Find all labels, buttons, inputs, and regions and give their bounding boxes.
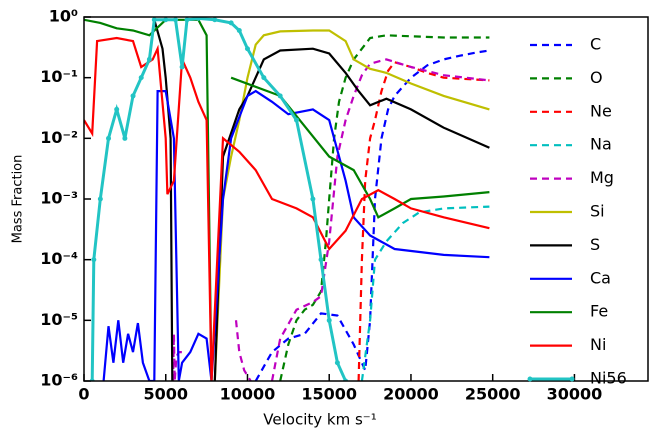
x-tick-label: 5000 bbox=[143, 385, 188, 404]
legend-label: S bbox=[590, 235, 600, 254]
x-tick-label: 20000 bbox=[383, 385, 439, 404]
point-marker bbox=[163, 17, 169, 23]
legend-label: Mg bbox=[590, 168, 614, 187]
legend-label: Ca bbox=[590, 268, 611, 287]
legend-label: Ne bbox=[590, 101, 612, 120]
series-line bbox=[270, 58, 490, 381]
point-marker bbox=[212, 17, 218, 23]
y-tick-label: 10⁻⁶ bbox=[40, 371, 78, 390]
y-tick-label: 10⁻¹ bbox=[40, 67, 78, 86]
legend-marker bbox=[527, 376, 533, 382]
x-tick-label: 0 bbox=[78, 385, 89, 404]
series-line bbox=[213, 29, 490, 381]
legend-label: Ni56 bbox=[590, 369, 627, 388]
plot-frame bbox=[83, 16, 649, 382]
x-tick-label: 15000 bbox=[301, 385, 357, 404]
point-marker bbox=[294, 117, 300, 123]
point-marker bbox=[277, 93, 283, 99]
series-line bbox=[84, 18, 213, 381]
point-marker bbox=[138, 75, 144, 81]
point-marker bbox=[184, 17, 190, 23]
point-marker bbox=[195, 17, 201, 21]
point-marker bbox=[106, 135, 112, 141]
point-marker bbox=[173, 17, 179, 23]
series-line bbox=[153, 19, 174, 381]
legend-marker bbox=[569, 376, 575, 382]
point-marker bbox=[91, 257, 97, 263]
series-line bbox=[357, 60, 490, 381]
series-line bbox=[230, 76, 490, 219]
y-tick-label: 10⁻² bbox=[40, 128, 78, 147]
y-axis-label: Mass Fraction bbox=[11, 155, 26, 244]
legend-label: Ni bbox=[590, 335, 606, 354]
y-tick-label: 10⁰ bbox=[49, 7, 78, 26]
point-marker bbox=[122, 135, 128, 141]
point-marker bbox=[151, 17, 157, 23]
point-marker bbox=[310, 196, 316, 202]
point-marker bbox=[97, 196, 103, 202]
y-tick-label: 10⁻³ bbox=[40, 189, 78, 208]
plot-area bbox=[84, 17, 490, 381]
series-line bbox=[360, 205, 490, 381]
point-marker bbox=[261, 75, 267, 81]
x-tick-label: 25000 bbox=[465, 385, 521, 404]
series-line bbox=[279, 34, 490, 381]
point-marker bbox=[244, 46, 250, 52]
series-line bbox=[102, 89, 490, 381]
point-marker bbox=[318, 257, 324, 263]
point-marker bbox=[179, 64, 185, 70]
y-tick-label: 10⁻⁵ bbox=[40, 310, 78, 329]
point-marker bbox=[228, 20, 234, 26]
legend-label: Na bbox=[590, 135, 612, 154]
point-marker bbox=[334, 360, 340, 366]
legend-label: Si bbox=[590, 202, 605, 221]
series-line bbox=[213, 47, 490, 381]
y-tick-label: 10⁻⁴ bbox=[40, 249, 78, 268]
point-marker bbox=[236, 27, 242, 33]
x-axis-label: Velocity km s⁻¹ bbox=[263, 411, 376, 429]
series-line bbox=[172, 333, 183, 381]
x-tick-label: 10000 bbox=[220, 385, 276, 404]
series-line bbox=[84, 36, 490, 381]
x-tick-label: 30000 bbox=[547, 385, 603, 404]
point-marker bbox=[146, 56, 152, 62]
legend-label: C bbox=[590, 35, 601, 54]
point-marker bbox=[130, 93, 136, 99]
legend-label: O bbox=[590, 68, 603, 87]
point-marker bbox=[326, 317, 332, 323]
legend-label: Fe bbox=[590, 302, 608, 321]
point-marker bbox=[114, 106, 120, 112]
series-line bbox=[90, 17, 347, 381]
series-line bbox=[234, 320, 252, 381]
